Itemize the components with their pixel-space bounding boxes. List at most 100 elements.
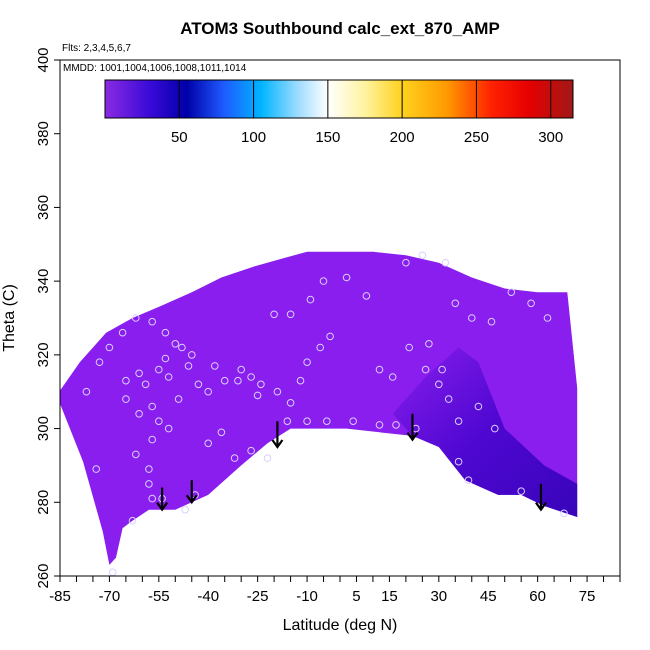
y-tick-label: 380 — [35, 121, 52, 146]
observation-point — [122, 395, 130, 403]
observation-point — [326, 332, 334, 341]
observation-point — [270, 310, 278, 319]
observation-point — [421, 365, 430, 374]
observation-point — [425, 340, 433, 348]
observation-point — [95, 358, 104, 367]
observation-point — [230, 454, 239, 462]
observation-point — [273, 387, 282, 396]
observation-point — [141, 380, 150, 389]
observation-point — [527, 299, 535, 308]
colorbar: 50 100 150 200 250 300 — [104, 79, 574, 146]
down-arrow — [156, 487, 169, 512]
x-tick-label: -55 — [148, 588, 170, 605]
x-tick-label: -10 — [296, 588, 318, 605]
x-tick-label: -70 — [99, 588, 121, 605]
observation-point — [375, 365, 384, 374]
observation-point — [375, 421, 384, 429]
y-tick-label: 300 — [35, 416, 52, 441]
observation-point — [161, 328, 170, 337]
observation-point — [247, 446, 255, 455]
y-tick-label: 280 — [35, 490, 52, 515]
observation-point — [108, 568, 117, 576]
x-axis-label: Latitude (deg N) — [283, 617, 398, 634]
x-tick-label: 5 — [352, 588, 360, 605]
down-arrow — [406, 413, 419, 442]
observation-point — [543, 314, 552, 322]
y-tick-label: 340 — [35, 269, 52, 294]
observation-point — [319, 277, 328, 285]
observation-point — [487, 317, 496, 326]
x-tick-label: 30 — [430, 588, 447, 605]
observation-point — [204, 387, 212, 396]
observation-point — [155, 417, 163, 426]
observation-point — [220, 376, 229, 385]
colorbar-tick-label: 150 — [315, 129, 340, 146]
observation-point — [323, 417, 331, 426]
observation-point — [303, 417, 311, 426]
observation-point — [135, 369, 143, 378]
heatmap-field — [60, 251, 578, 565]
colorbar-tick-label: 300 — [538, 129, 563, 146]
observation-point — [164, 373, 173, 381]
down-arrow — [535, 483, 547, 512]
observation-point — [444, 395, 453, 403]
observation-point — [161, 354, 170, 363]
observation-point — [296, 376, 305, 385]
observation-point — [194, 380, 203, 389]
observation-point — [105, 343, 114, 352]
observation-point — [171, 340, 180, 348]
observation-point — [174, 395, 183, 403]
y-axis-label: Theta (C) — [1, 284, 18, 352]
observation-point — [263, 454, 272, 462]
flights-note: Flts: 2,3,4,5,6,7 — [62, 43, 131, 54]
observation-point — [454, 417, 463, 426]
observation-point — [118, 328, 127, 337]
observation-point — [405, 343, 414, 352]
x-tick-label: 75 — [579, 588, 596, 605]
observation-point — [148, 317, 156, 326]
chart-title: ATOM3 Southbound calc_ext_870_AMP — [180, 19, 500, 38]
dates-note: MMDD: 1001,1004,1006,1008,1011,1014 — [63, 63, 247, 74]
observation-point — [451, 299, 460, 308]
observation-points — [82, 251, 568, 576]
observation-point — [217, 428, 226, 437]
arrow-markers — [156, 413, 547, 512]
observation-point — [247, 373, 255, 381]
observation-point — [132, 450, 140, 459]
observation-point — [148, 435, 156, 444]
observation-point — [418, 251, 427, 260]
observation-point — [237, 365, 245, 374]
x-tick-label: -85 — [49, 588, 71, 605]
observation-point — [211, 362, 219, 370]
x-axis: -85 -70 -55 -40 -25 -10 5 15 30 45 60 75 — [49, 576, 621, 605]
y-tick-label: 320 — [35, 342, 52, 367]
observation-point — [303, 358, 311, 367]
observation-point — [122, 376, 130, 385]
observation-point — [181, 505, 189, 514]
observation-point — [316, 343, 325, 352]
observation-point — [257, 380, 265, 389]
observation-point — [435, 380, 443, 389]
heatmap-domain — [60, 251, 578, 565]
observation-point — [92, 465, 100, 473]
observation-point — [135, 410, 143, 418]
observation-point — [286, 399, 295, 407]
observation-point — [468, 314, 476, 322]
heatmap-high-region — [392, 347, 578, 517]
observation-point — [464, 476, 473, 485]
observation-point — [188, 351, 196, 359]
observation-point — [145, 465, 153, 473]
observation-point — [441, 258, 450, 267]
observation-point — [507, 288, 516, 297]
observation-point — [306, 295, 315, 304]
observation-point — [145, 480, 153, 488]
observation-point — [128, 516, 137, 525]
observation-point — [132, 314, 140, 322]
observation-point — [283, 417, 292, 426]
x-tick-label: 45 — [480, 588, 497, 605]
observation-point — [491, 424, 499, 433]
colorbar-tick-label: 250 — [464, 129, 489, 146]
x-tick-label: -25 — [247, 588, 269, 605]
x-tick-label: 60 — [529, 588, 546, 605]
